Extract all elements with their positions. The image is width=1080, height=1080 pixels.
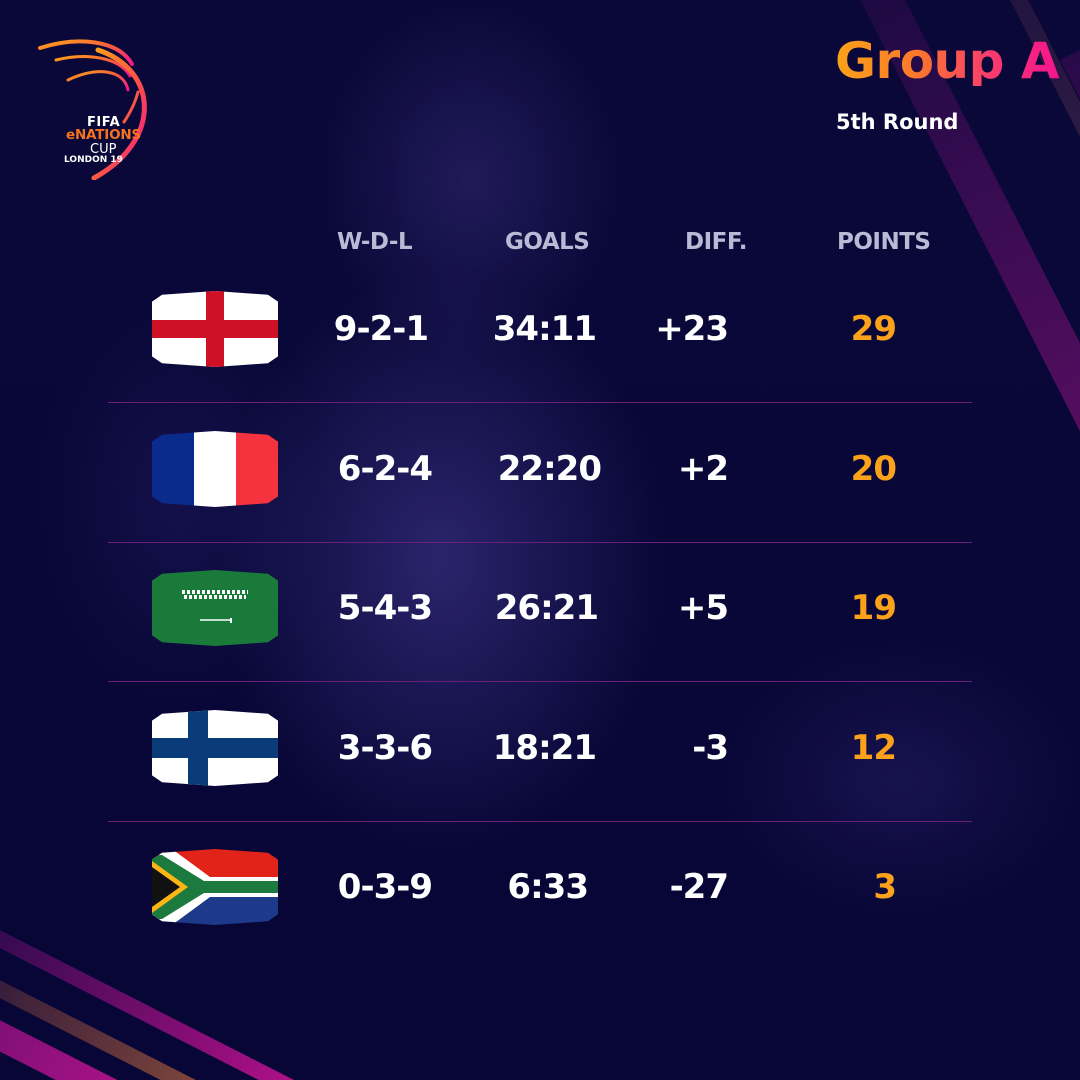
column-header-goals: GOALS (505, 229, 590, 255)
column-header-points: POINTS (837, 229, 931, 255)
wdl-value: 6-2-4 (337, 449, 433, 489)
goals-value: 26:21 (494, 588, 599, 628)
round-subtitle: 5th Round (836, 110, 959, 134)
diff-value: -3 (692, 728, 729, 768)
diff-value: +23 (655, 309, 729, 349)
table-row: 6-2-4 22:20 +2 20 (0, 405, 1080, 545)
group-title: Group A (835, 32, 1060, 90)
table-row: 3-3-6 18:21 -3 12 (0, 684, 1080, 824)
enations-cup-logo: FIFA eNATIONS CUP LONDON 19 (28, 30, 178, 181)
diff-value: +2 (677, 449, 729, 489)
logo-wordmark: FIFA eNATIONS CUP LONDON 19 (62, 116, 162, 165)
france-flag-icon (152, 431, 278, 507)
points-value: 19 (850, 588, 897, 628)
goals-value: 6:33 (507, 867, 589, 907)
points-value: 3 (873, 867, 897, 907)
goals-value: 34:11 (492, 309, 597, 349)
england-flag-icon (152, 291, 278, 367)
wdl-value: 5-4-3 (337, 588, 433, 628)
wdl-value: 3-3-6 (337, 728, 433, 768)
row-divider (108, 402, 972, 403)
wdl-value: 9-2-1 (333, 309, 429, 349)
south-africa-flag-icon (152, 849, 278, 925)
row-divider (108, 681, 972, 682)
row-divider (108, 542, 972, 543)
points-value: 20 (850, 449, 897, 489)
saudi-arabia-flag-icon (152, 570, 278, 646)
diff-value: +5 (677, 588, 729, 628)
table-row: 0-3-9 6:33 -27 3 (0, 823, 1080, 963)
logo-enations: eNATIONS (66, 127, 141, 143)
table-row: 9-2-1 34:11 +23 29 (0, 265, 1080, 405)
swoosh-icon (38, 39, 147, 181)
goals-value: 22:20 (497, 449, 602, 489)
diff-value: -27 (669, 867, 729, 907)
logo-london: LONDON 19 (64, 154, 123, 165)
logo-fifa: FIFA (87, 115, 121, 130)
goals-value: 18:21 (492, 728, 597, 768)
logo-cup: CUP (90, 141, 117, 157)
points-value: 12 (850, 728, 897, 768)
wdl-value: 0-3-9 (337, 867, 433, 907)
table-row: 5-4-3 26:21 +5 19 (0, 544, 1080, 684)
points-value: 29 (850, 309, 897, 349)
finland-flag-icon (152, 710, 278, 786)
column-header-wdl: W-D-L (337, 229, 413, 255)
column-header-diff: DIFF. (685, 229, 747, 255)
row-divider (108, 821, 972, 822)
